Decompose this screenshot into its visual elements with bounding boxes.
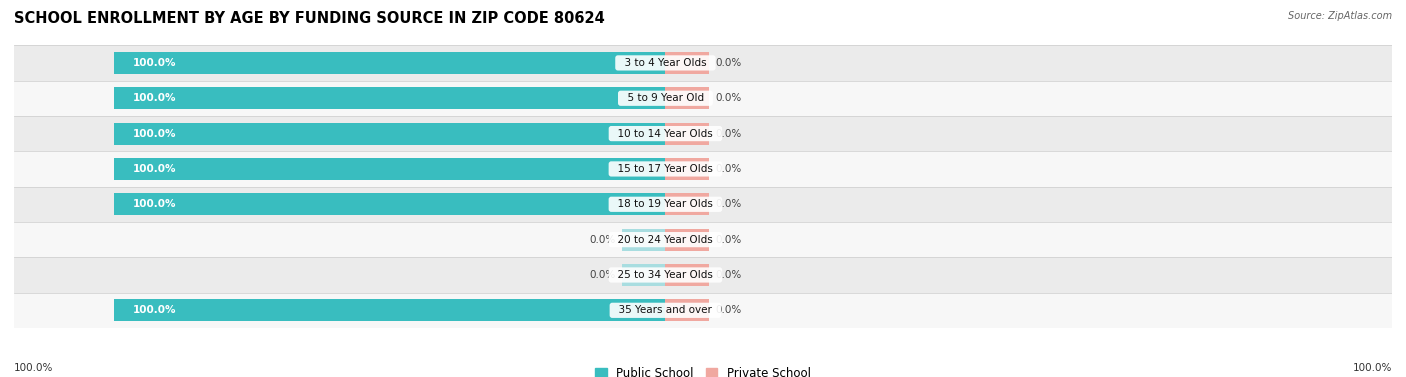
Text: 100.0%: 100.0% — [134, 164, 177, 174]
Legend: Public School, Private School: Public School, Private School — [591, 362, 815, 377]
Bar — [665, 193, 709, 215]
Text: 0.0%: 0.0% — [716, 129, 742, 139]
Text: 0.0%: 0.0% — [716, 58, 742, 68]
Bar — [14, 257, 1392, 293]
Bar — [621, 229, 665, 251]
Text: 0.0%: 0.0% — [589, 234, 616, 245]
Bar — [114, 123, 665, 144]
Bar — [665, 264, 709, 286]
Text: 15 to 17 Year Olds: 15 to 17 Year Olds — [612, 164, 720, 174]
Text: 0.0%: 0.0% — [716, 270, 742, 280]
Bar — [621, 264, 665, 286]
Bar — [14, 151, 1392, 187]
Bar — [14, 293, 1392, 328]
Text: 35 Years and over: 35 Years and over — [612, 305, 718, 315]
Text: 5 to 9 Year Old: 5 to 9 Year Old — [620, 93, 710, 103]
Text: 100.0%: 100.0% — [134, 305, 177, 315]
Text: 10 to 14 Year Olds: 10 to 14 Year Olds — [612, 129, 720, 139]
Bar — [114, 299, 665, 321]
Text: 100.0%: 100.0% — [1353, 363, 1392, 373]
Bar — [665, 158, 709, 180]
Text: 0.0%: 0.0% — [589, 270, 616, 280]
Bar — [665, 123, 709, 144]
Text: 100.0%: 100.0% — [134, 129, 177, 139]
Bar — [14, 187, 1392, 222]
Bar — [665, 299, 709, 321]
Text: 0.0%: 0.0% — [716, 305, 742, 315]
Text: 0.0%: 0.0% — [716, 199, 742, 209]
Bar — [14, 116, 1392, 151]
Text: SCHOOL ENROLLMENT BY AGE BY FUNDING SOURCE IN ZIP CODE 80624: SCHOOL ENROLLMENT BY AGE BY FUNDING SOUR… — [14, 11, 605, 26]
Text: 18 to 19 Year Olds: 18 to 19 Year Olds — [612, 199, 720, 209]
Bar — [665, 229, 709, 251]
Text: 20 to 24 Year Olds: 20 to 24 Year Olds — [612, 234, 720, 245]
Bar — [114, 158, 665, 180]
Bar — [665, 52, 709, 74]
Text: Source: ZipAtlas.com: Source: ZipAtlas.com — [1288, 11, 1392, 21]
Text: 100.0%: 100.0% — [134, 93, 177, 103]
Text: 3 to 4 Year Olds: 3 to 4 Year Olds — [617, 58, 713, 68]
Text: 100.0%: 100.0% — [134, 199, 177, 209]
Text: 0.0%: 0.0% — [716, 164, 742, 174]
Bar — [14, 45, 1392, 81]
Bar — [114, 193, 665, 215]
Bar — [665, 87, 709, 109]
Text: 100.0%: 100.0% — [14, 363, 53, 373]
Text: 0.0%: 0.0% — [716, 234, 742, 245]
Bar — [114, 52, 665, 74]
Bar — [14, 81, 1392, 116]
Text: 25 to 34 Year Olds: 25 to 34 Year Olds — [612, 270, 720, 280]
Text: 100.0%: 100.0% — [134, 58, 177, 68]
Text: 0.0%: 0.0% — [716, 93, 742, 103]
Bar — [14, 222, 1392, 257]
Bar — [114, 87, 665, 109]
